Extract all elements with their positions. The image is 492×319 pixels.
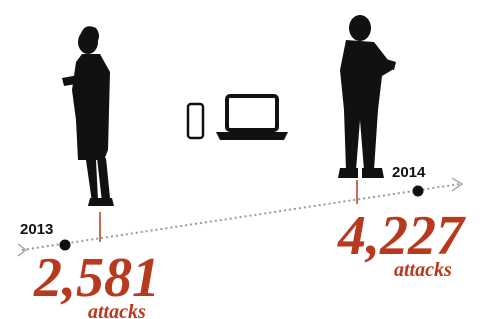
infographic: 2013 2014 2,581 attacks 4,227 attacks [0, 0, 492, 319]
attack-unit: attacks [394, 259, 452, 281]
year-label: 2014 [392, 164, 426, 181]
woman-silhouette [62, 26, 114, 206]
attack-count: 4,227 [337, 205, 466, 267]
attack-unit: attacks [88, 301, 146, 319]
year-label: 2013 [20, 221, 53, 238]
man-silhouette [338, 15, 396, 178]
phone-icon [188, 104, 203, 138]
laptop-icon [216, 96, 288, 140]
page: 2013 2014 2,581 attacks 4,227 attacks ((… [0, 0, 492, 319]
year-dot [413, 186, 424, 197]
attack-count: 2,581 [33, 247, 160, 309]
